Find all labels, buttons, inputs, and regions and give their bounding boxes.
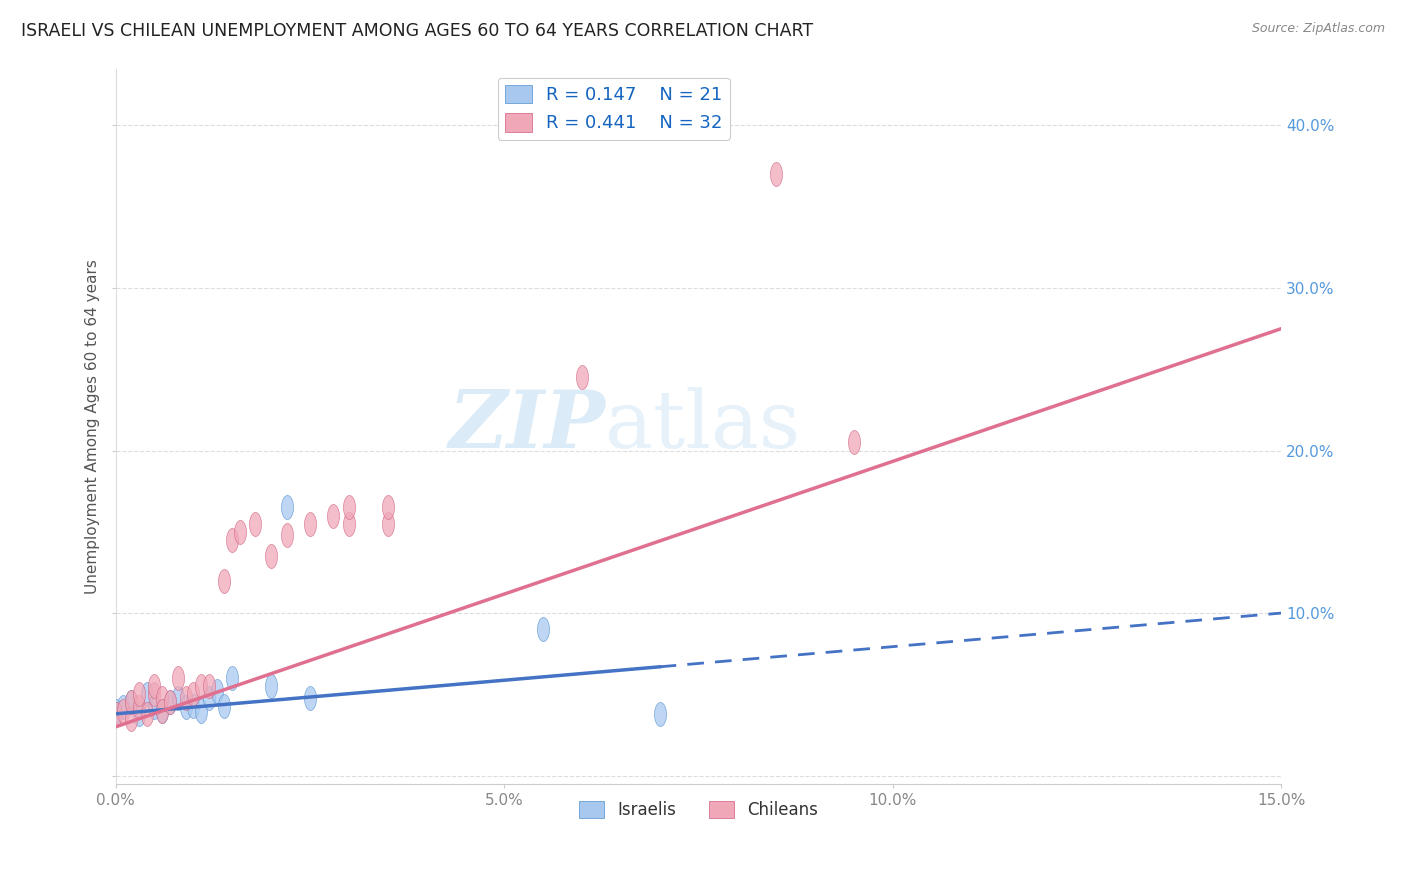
- Israelis: [198, 690, 221, 705]
- Chileans: [150, 704, 173, 718]
- Chileans: [190, 679, 212, 693]
- Chileans: [198, 679, 221, 693]
- Chileans: [104, 706, 127, 721]
- Chileans: [128, 687, 150, 701]
- Chileans: [245, 516, 267, 531]
- Chileans: [337, 516, 360, 531]
- Legend: Israelis, Chileans: Israelis, Chileans: [572, 794, 825, 825]
- Israelis: [150, 704, 173, 718]
- Israelis: [112, 700, 135, 714]
- Chileans: [221, 533, 243, 547]
- Text: Source: ZipAtlas.com: Source: ZipAtlas.com: [1251, 22, 1385, 36]
- Chileans: [337, 500, 360, 515]
- Israelis: [104, 704, 127, 718]
- Text: atlas: atlas: [605, 387, 800, 465]
- Israelis: [260, 679, 283, 693]
- Chileans: [159, 696, 181, 710]
- Israelis: [298, 690, 321, 705]
- Text: ISRAELI VS CHILEAN UNEMPLOYMENT AMONG AGES 60 TO 64 YEARS CORRELATION CHART: ISRAELI VS CHILEAN UNEMPLOYMENT AMONG AG…: [21, 22, 813, 40]
- Israelis: [143, 700, 166, 714]
- Chileans: [298, 516, 321, 531]
- Chileans: [174, 690, 197, 705]
- Chileans: [765, 167, 787, 181]
- Israelis: [135, 687, 157, 701]
- Chileans: [214, 574, 236, 588]
- Chileans: [322, 508, 344, 523]
- Israelis: [166, 690, 188, 705]
- Chileans: [120, 696, 142, 710]
- Chileans: [276, 528, 298, 542]
- Israelis: [120, 696, 142, 710]
- Chileans: [571, 370, 593, 384]
- Chileans: [260, 549, 283, 564]
- Y-axis label: Unemployment Among Ages 60 to 64 years: Unemployment Among Ages 60 to 64 years: [86, 259, 100, 593]
- Israelis: [205, 684, 228, 698]
- Chileans: [128, 700, 150, 714]
- Chileans: [166, 671, 188, 685]
- Chileans: [377, 500, 399, 515]
- Chileans: [229, 524, 252, 539]
- Israelis: [159, 696, 181, 710]
- Chileans: [120, 712, 142, 726]
- Israelis: [648, 706, 671, 721]
- Chileans: [143, 687, 166, 701]
- Israelis: [190, 704, 212, 718]
- Chileans: [112, 704, 135, 718]
- Chileans: [135, 706, 157, 721]
- Israelis: [214, 698, 236, 713]
- Chileans: [181, 687, 204, 701]
- Chileans: [143, 679, 166, 693]
- Israelis: [174, 700, 197, 714]
- Chileans: [377, 516, 399, 531]
- Israelis: [531, 623, 554, 637]
- Chileans: [842, 435, 865, 450]
- Israelis: [128, 706, 150, 721]
- Israelis: [221, 671, 243, 685]
- Text: ZIP: ZIP: [449, 387, 605, 465]
- Israelis: [181, 698, 204, 713]
- Israelis: [276, 500, 298, 515]
- Chileans: [150, 690, 173, 705]
